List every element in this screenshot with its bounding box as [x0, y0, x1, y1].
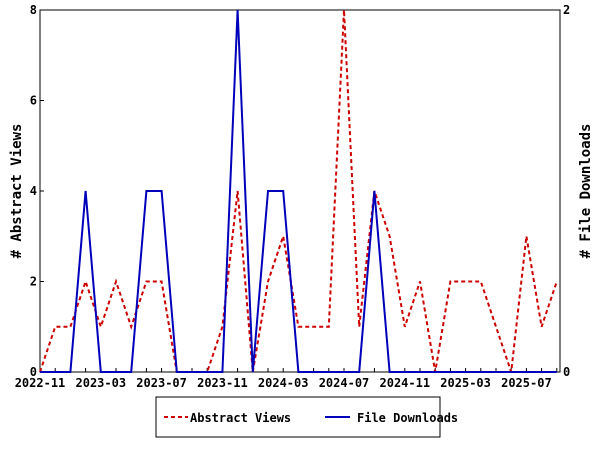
y2-tick-label: 0: [563, 365, 570, 379]
legend: Abstract Views File Downloads: [156, 397, 458, 437]
y2-tick-label: 2: [563, 3, 570, 17]
legend-label-abstract-views: Abstract Views: [190, 411, 291, 425]
y-tick-label: 2: [30, 275, 37, 289]
x-tick-label: 2024-03: [258, 376, 309, 390]
x-tick-label: 2024-07: [319, 376, 370, 390]
x-tick-label: 2024-11: [380, 376, 431, 390]
x-tick-label: 2023-03: [76, 376, 127, 390]
y2-axis-label: # File Downloads: [578, 124, 594, 259]
x-tick-label: 2023-07: [136, 376, 187, 390]
y-tick-label: 6: [30, 94, 37, 108]
series-line-abstract-views: [40, 10, 557, 372]
y-tick-label: 0: [30, 365, 37, 379]
legend-label-file-downloads: File Downloads: [357, 411, 458, 425]
x-tick-label: 2023-11: [197, 376, 248, 390]
x-tick-label: 2022-11: [15, 376, 66, 390]
series-line-file-downloads: [40, 10, 557, 372]
y-axis-label: # Abstract Views: [9, 124, 25, 259]
plot-frame: [40, 10, 560, 372]
x-tick-label: 2025-07: [501, 376, 552, 390]
y-tick-label: 4: [30, 184, 37, 198]
y-tick-label: 8: [30, 3, 37, 17]
x-tick-label: 2025-03: [440, 376, 491, 390]
